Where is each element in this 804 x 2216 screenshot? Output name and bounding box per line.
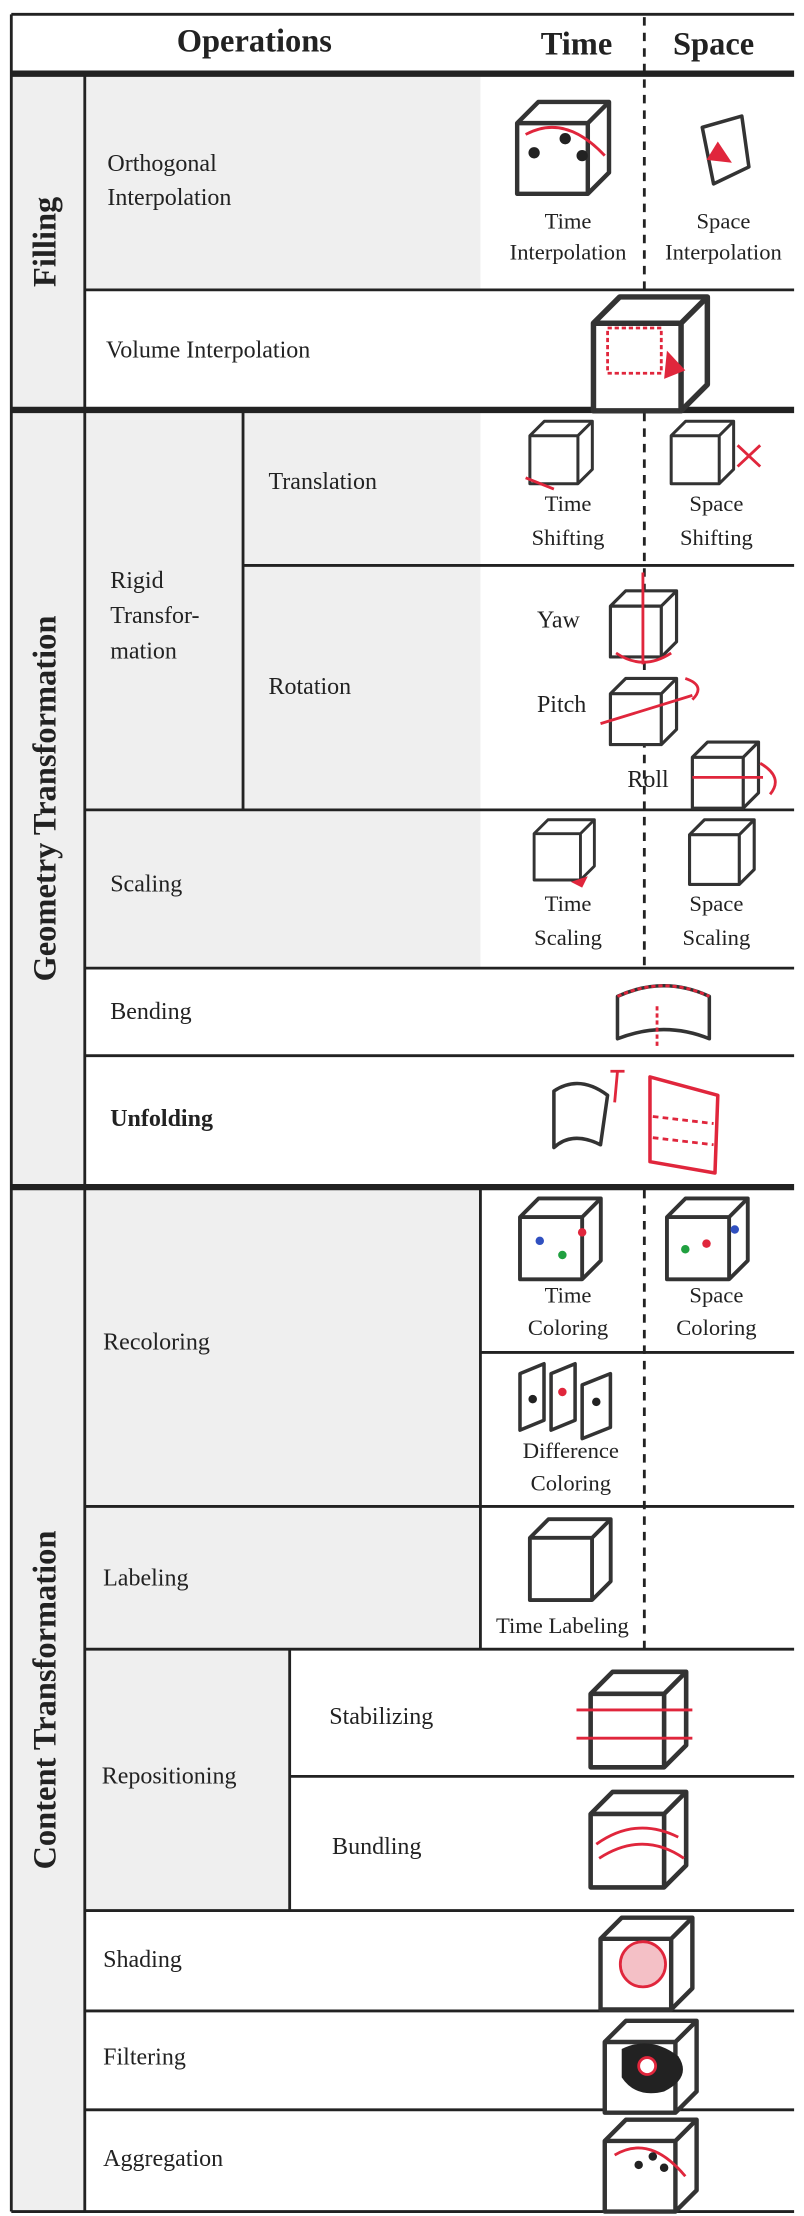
icon-caption: Time	[545, 209, 592, 234]
icon-caption: Roll	[627, 767, 669, 793]
cube-sketch	[591, 1672, 687, 1768]
cube-sketch	[593, 297, 707, 411]
cube-sketch	[605, 2120, 697, 2212]
cell-label: Labeling	[103, 1565, 188, 1591]
cell-label: Scaling	[110, 872, 182, 898]
icon-caption: Coloring	[676, 1315, 756, 1340]
cell-label: Interpolation	[107, 185, 231, 211]
icon-caption: Scaling	[683, 925, 751, 950]
cube-sketch	[532, 818, 596, 882]
cell-label: Orthogonal	[107, 151, 217, 177]
group-label: Content Transformation	[27, 1531, 63, 1870]
icon-caption: Interpolation	[665, 240, 782, 265]
icon-caption: Space	[689, 491, 743, 516]
cube-sketch	[527, 1517, 613, 1602]
icon-caption: Coloring	[528, 1315, 608, 1340]
cube-sketch	[664, 1196, 750, 1282]
cube-sketch	[518, 1196, 603, 1282]
cell-label: Repositioning	[102, 1763, 237, 1789]
cell-label: Aggregation	[103, 2146, 223, 2172]
cell-label: mation	[110, 639, 177, 665]
cell-label: Bending	[110, 999, 191, 1025]
icon-caption: Difference	[523, 1438, 619, 1463]
cell-label: Shading	[103, 1947, 182, 1973]
icon-caption: Shifting	[532, 525, 605, 550]
cell-label: Stabilizing	[329, 1704, 433, 1730]
cell-bg	[84, 409, 481, 810]
cell-label: Volume Interpolation	[106, 338, 310, 364]
cube-sketch	[528, 419, 594, 486]
icon-caption: Pitch	[537, 692, 586, 718]
cell-label: Filtering	[103, 2044, 186, 2070]
cube-sketch	[687, 818, 756, 886]
icon-caption: Space	[696, 209, 750, 234]
group-label: Filling	[27, 197, 63, 287]
cell-label: Recoloring	[103, 1329, 210, 1355]
icon-caption: Time Labeling	[496, 1613, 629, 1638]
icon-caption: Space	[689, 891, 743, 916]
group-label: Geometry Transformation	[27, 616, 63, 982]
cell-label: Bundling	[332, 1834, 421, 1860]
column-header: Time	[541, 26, 613, 62]
cell-bg	[84, 1187, 481, 1650]
sketches	[517, 102, 777, 2212]
icon-caption: Scaling	[534, 925, 602, 950]
cell-label: Transfor-	[110, 603, 199, 629]
cell-label: Translation	[268, 469, 377, 495]
cube-sketch	[669, 419, 736, 486]
column-header: Operations	[177, 23, 332, 59]
icon-caption: Time	[545, 491, 592, 516]
cube-sketch	[690, 740, 761, 810]
cell-label: Rigid	[110, 568, 163, 594]
cell-bg	[84, 809, 481, 969]
cell-label: Unfolding	[110, 1106, 213, 1132]
icon-caption: Interpolation	[510, 240, 627, 265]
icon-caption: Space	[689, 1283, 743, 1308]
icon-caption: Yaw	[537, 607, 581, 633]
icon-caption: Time	[545, 1283, 592, 1308]
group-column-bg	[11, 73, 85, 2212]
cell-bg	[84, 1649, 290, 1911]
icon-caption: Time	[545, 891, 592, 916]
icon-caption: Shifting	[680, 525, 753, 550]
icon-caption: Coloring	[531, 1470, 611, 1495]
cell-label: Rotation	[268, 674, 351, 700]
column-header: Space	[673, 26, 754, 62]
cell-bg	[84, 73, 481, 290]
